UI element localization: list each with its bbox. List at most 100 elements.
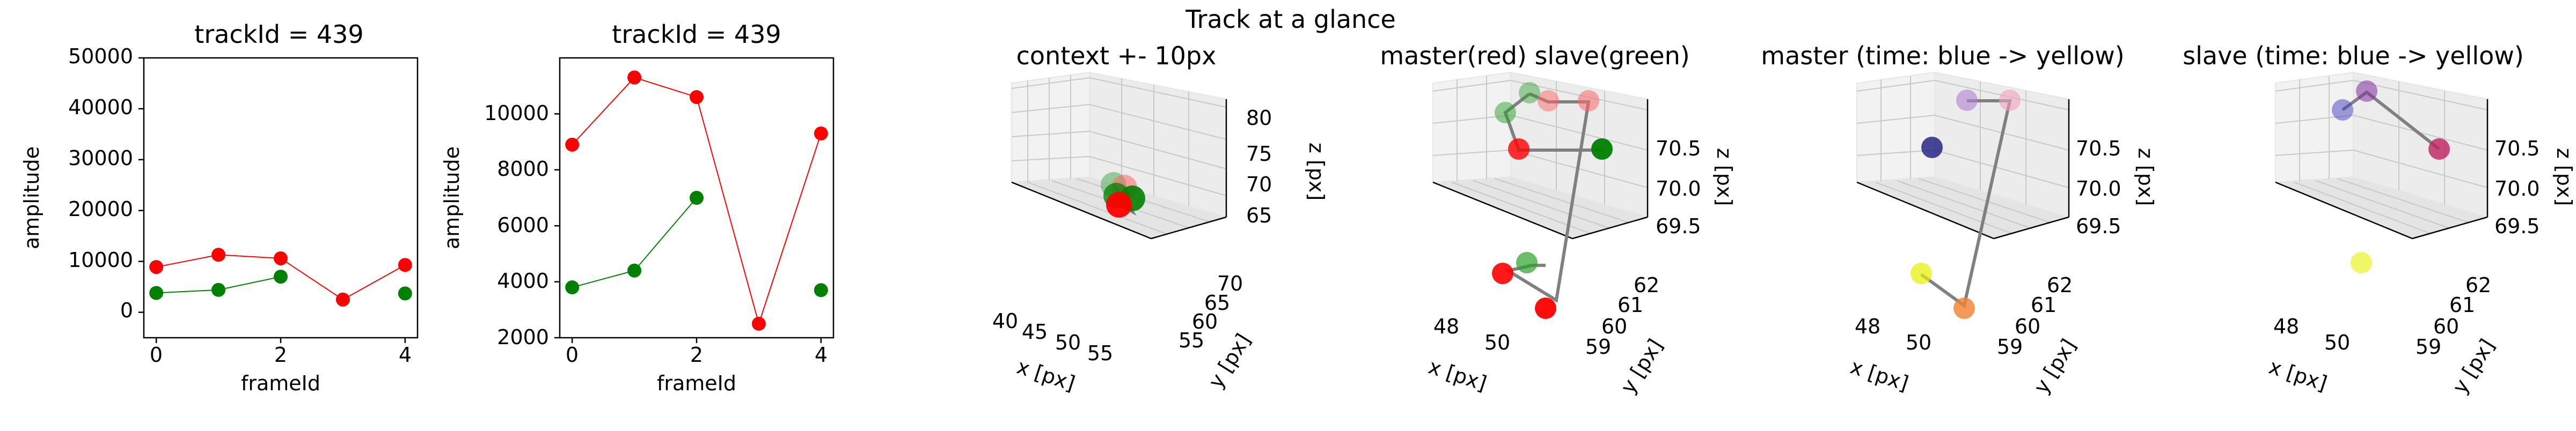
panel-5-zlabel: z [px] — [2134, 148, 2157, 206]
panel-5-ztick: 69.5 — [2076, 214, 2121, 238]
panel-5-ytick: 62 — [2047, 273, 2073, 297]
series-1-point — [398, 286, 412, 301]
panel-3-ztick: 70 — [1246, 173, 1272, 196]
panel-6-ztick: 70.5 — [2494, 137, 2540, 160]
panel-6-xlabel: x [px] — [2266, 355, 2330, 396]
panel-4-ytick: 59 — [1585, 335, 1611, 359]
panel-2-ytick: 2000 — [497, 325, 549, 349]
panel-1-xtick: 4 — [399, 343, 412, 367]
panel-3-ytick: 70 — [1217, 272, 1243, 295]
slave-point — [1591, 138, 1613, 160]
panel-3-points — [1101, 172, 1145, 218]
panel-2-xlabel: frameId — [657, 371, 736, 395]
master-point — [1999, 90, 2021, 111]
panel-3-title: context +- 10px — [1016, 41, 1217, 70]
panel-1-ytick: 30000 — [68, 146, 133, 170]
panel-1-ytick: 20000 — [68, 197, 133, 221]
panel-3-xtick: 55 — [1087, 341, 1113, 365]
panel-3-xtick: 45 — [1022, 320, 1048, 344]
panel-2-xtick: 0 — [566, 343, 579, 367]
panel-1-ytick: 40000 — [68, 95, 133, 119]
panel-5-ztick: 70.5 — [2076, 137, 2121, 160]
panel-1-title: trackId = 439 — [194, 20, 363, 49]
panel-4-xtick: 48 — [1433, 315, 1459, 338]
panel-2-plot-area — [554, 70, 828, 343]
panel-6-ztick: 69.5 — [2494, 214, 2540, 238]
panel-1-frame — [143, 57, 419, 339]
master-point — [1953, 298, 1975, 319]
series-0-point — [149, 260, 164, 274]
master-point — [1106, 192, 1132, 218]
panel-5-ytick: 61 — [2031, 293, 2057, 317]
panel-2-xtick: 4 — [815, 343, 828, 367]
panel-6-zlabel: z [px] — [2552, 148, 2576, 206]
panel-3-ytick: 65 — [1204, 291, 1230, 315]
panel-5-ytick: 59 — [1997, 335, 2023, 359]
panel-4-ylabel: y [px] — [1616, 335, 1667, 397]
panel-4: master(red) slave(green) — [1380, 41, 1736, 398]
panel-5-points — [1911, 90, 2021, 319]
series-0-point — [751, 316, 766, 331]
panel-1-plot-area — [138, 57, 412, 343]
slave-point — [2332, 99, 2353, 121]
master-track-line — [1920, 99, 2012, 309]
panel-2-frame — [559, 57, 835, 339]
panel-3-ytick: 60 — [1192, 310, 1218, 333]
panel-1-ytick: 10000 — [68, 248, 133, 272]
panel-2-ytick: 10000 — [484, 101, 549, 125]
panel-6-ytick: 60 — [2433, 315, 2459, 338]
panel-3-ylabel: y [px] — [1204, 329, 1255, 392]
series-0-point — [814, 126, 828, 140]
panel-6-points — [2332, 80, 2450, 273]
panel-6-xtick: 50 — [2324, 331, 2350, 354]
panel-2-ytick: 6000 — [497, 213, 549, 237]
panel-5: master (time: blue -> yellow) — [1761, 41, 2157, 398]
panel-1-xtick: 0 — [150, 343, 163, 367]
series-1-point — [149, 286, 164, 300]
series-1-point — [211, 283, 226, 297]
panel-3-ytick: 55 — [1179, 329, 1204, 352]
panel-2-ylabel: amplitude — [440, 146, 464, 249]
panel-1-xtick: 2 — [274, 343, 287, 367]
panel-1-xlabel: frameId — [241, 371, 320, 395]
panel-5-xtick: 50 — [1906, 331, 1931, 354]
series-0-point — [274, 251, 288, 265]
series-1-point — [565, 280, 580, 295]
master-point — [1492, 263, 1513, 284]
panel-3-xtick: 40 — [992, 309, 1018, 333]
slave-track-line — [1503, 92, 1602, 152]
panel-4-ztick: 70.0 — [1656, 177, 1701, 200]
panel-5-ztick: 70.0 — [2076, 177, 2121, 200]
panel-4-ytick: 60 — [1601, 315, 1627, 338]
series-0-point — [211, 248, 226, 262]
master-point — [1508, 138, 1529, 160]
panel-3-ztick: 65 — [1246, 204, 1272, 227]
panel-2: trackId = 439 0 2 4 2000 4000 6000 8000 … — [440, 20, 835, 395]
series-1-point — [814, 283, 828, 298]
panel-4-ztick: 70.5 — [1656, 137, 1701, 160]
panel-4-ztick: 69.5 — [1656, 214, 1701, 238]
series-1-point — [690, 191, 704, 205]
panel-6-box — [2275, 71, 2490, 240]
slave-point — [1519, 82, 1540, 103]
panel-5-xlabel: x [px] — [1848, 355, 1912, 396]
panel-6-ytick: 59 — [2416, 335, 2441, 359]
panel-4-ytick: 62 — [1634, 273, 1659, 297]
figure-suptitle: Track at a glance — [1185, 5, 1396, 34]
panel-5-ylabel: y [px] — [2029, 335, 2081, 397]
master-point — [1911, 263, 1932, 284]
series-1-point — [627, 263, 642, 278]
panel-4-points — [1492, 82, 1613, 319]
panel-2-title: trackId = 439 — [612, 20, 781, 49]
series-1-point — [274, 270, 288, 284]
panel-2-ytick: 8000 — [497, 157, 549, 181]
slave-point — [2351, 252, 2372, 273]
panel-6-ylabel: y [px] — [2448, 335, 2499, 397]
panel-1-ytick: 50000 — [68, 44, 133, 68]
panel-4-zlabel: z [px] — [1713, 148, 1736, 206]
panel-6: slave (time: blue -> yellow) — [2183, 41, 2576, 398]
panel-3-ztick: 75 — [1246, 142, 1272, 166]
panel-6-ytick: 62 — [2465, 273, 2491, 297]
panel-5-ytick: 60 — [2015, 315, 2040, 338]
panel-1-ylabel: amplitude — [20, 146, 43, 249]
